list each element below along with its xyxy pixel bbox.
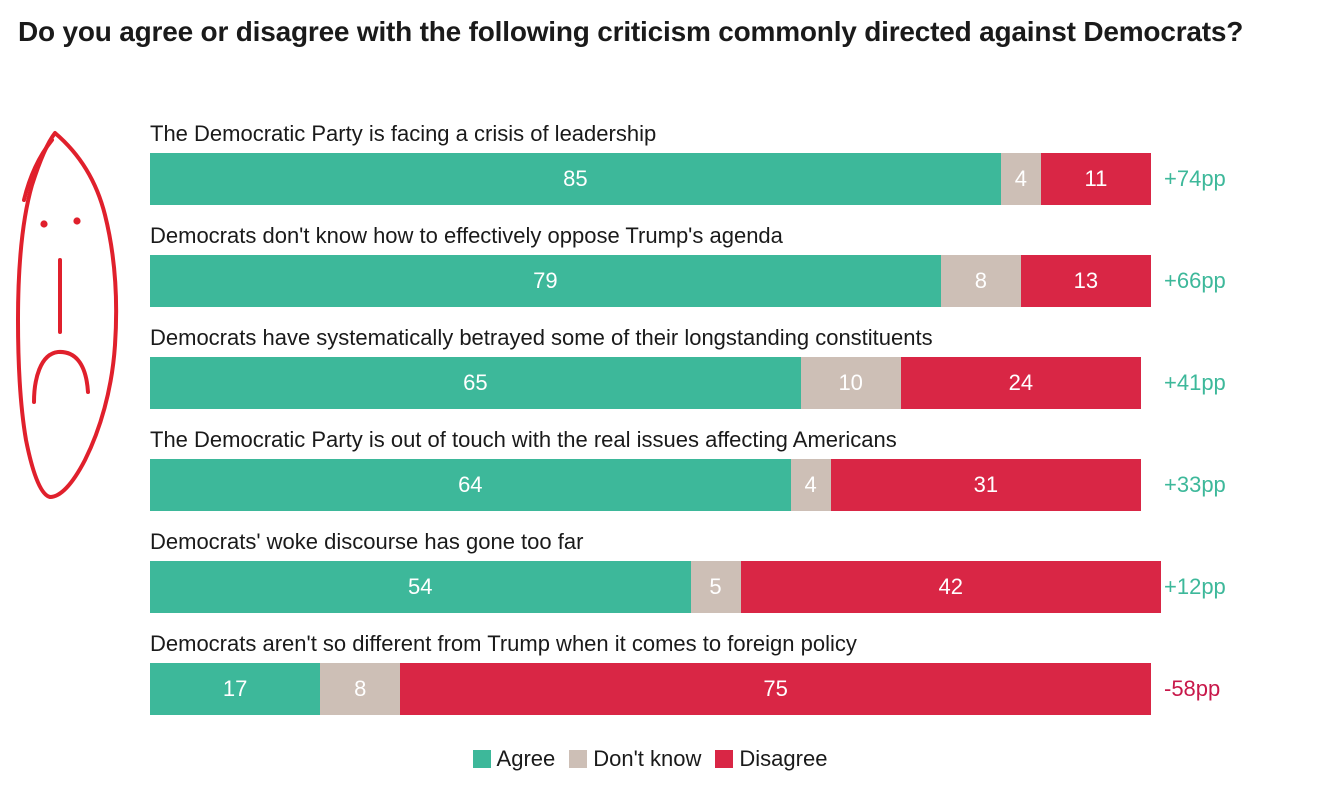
net-margin-label: +74pp <box>1164 166 1226 191</box>
legend-label-disagree: Disagree <box>739 746 828 771</box>
legend-label-dont-know: Don't know <box>593 746 702 771</box>
bar-segment-disagree: 11 <box>1040 153 1151 205</box>
bar-segment-agree: 85 <box>150 153 1001 205</box>
legend-swatch-dont-know <box>569 750 588 768</box>
sad-face-doodle-icon <box>16 131 119 499</box>
legend-item-agree: Agree <box>472 746 556 772</box>
bar-category-label: Democrats don't know how to effectively … <box>150 223 783 248</box>
bar-category-label: Democrats aren't so different from Trump… <box>150 631 857 656</box>
bar-segment-agree: 79 <box>150 255 941 307</box>
bar-segment-dont-know: 4 <box>790 459 831 511</box>
legend-swatch-agree <box>472 750 491 768</box>
bar-segment-disagree: 24 <box>900 357 1141 409</box>
bar-category-label: Democrats have systematically betrayed s… <box>150 325 933 350</box>
net-margin-label: +66pp <box>1164 268 1226 293</box>
bar-category-label: The Democratic Party is out of touch wit… <box>150 427 897 452</box>
bar-category-label: The Democratic Party is facing a crisis … <box>150 121 657 146</box>
net-margin-label: +12pp <box>1164 574 1226 599</box>
legend-swatch-disagree <box>715 750 734 768</box>
legend-label-agree: Agree <box>496 746 556 771</box>
bar-segment-agree: 64 <box>150 459 791 511</box>
bar-segment-agree: 54 <box>150 561 691 613</box>
bar-segment-disagree: 31 <box>830 459 1141 511</box>
net-margin-label: +33pp <box>1164 472 1226 497</box>
bar-segment-dont-know: 4 <box>1000 153 1041 205</box>
legend: Agree Don't know Disagree <box>0 746 1300 772</box>
legend-item-disagree: Disagree <box>715 746 827 772</box>
chart-title: Do you agree or disagree with the follow… <box>18 16 1244 47</box>
bar-segment-dont-know: 10 <box>800 357 901 409</box>
bar-segment-disagree: 75 <box>400 663 1151 715</box>
legend-item-dont-know: Don't know <box>569 746 701 772</box>
bar-segment-disagree: 13 <box>1020 255 1151 307</box>
bar-segment-dont-know: 8 <box>320 663 401 715</box>
net-margin-label: +41pp <box>1164 370 1226 395</box>
bar-segment-agree: 65 <box>150 357 801 409</box>
bar-category-label: Democrats' woke discourse has gone too f… <box>150 529 584 554</box>
bar-segment-dont-know: 8 <box>940 255 1021 307</box>
bar-segment-disagree: 42 <box>740 561 1161 613</box>
net-margin-label: -58pp <box>1164 676 1221 701</box>
bar-segment-agree: 17 <box>150 663 321 715</box>
bar-segment-dont-know: 5 <box>690 561 741 613</box>
